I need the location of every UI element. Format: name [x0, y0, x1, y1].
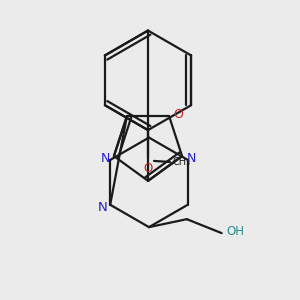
- Text: N: N: [186, 152, 196, 165]
- Text: O: O: [143, 162, 153, 175]
- Text: N: N: [97, 201, 107, 214]
- Text: CH₃: CH₃: [173, 157, 191, 167]
- Text: O: O: [173, 107, 183, 121]
- Text: OH: OH: [226, 225, 244, 238]
- Text: N: N: [100, 152, 110, 165]
